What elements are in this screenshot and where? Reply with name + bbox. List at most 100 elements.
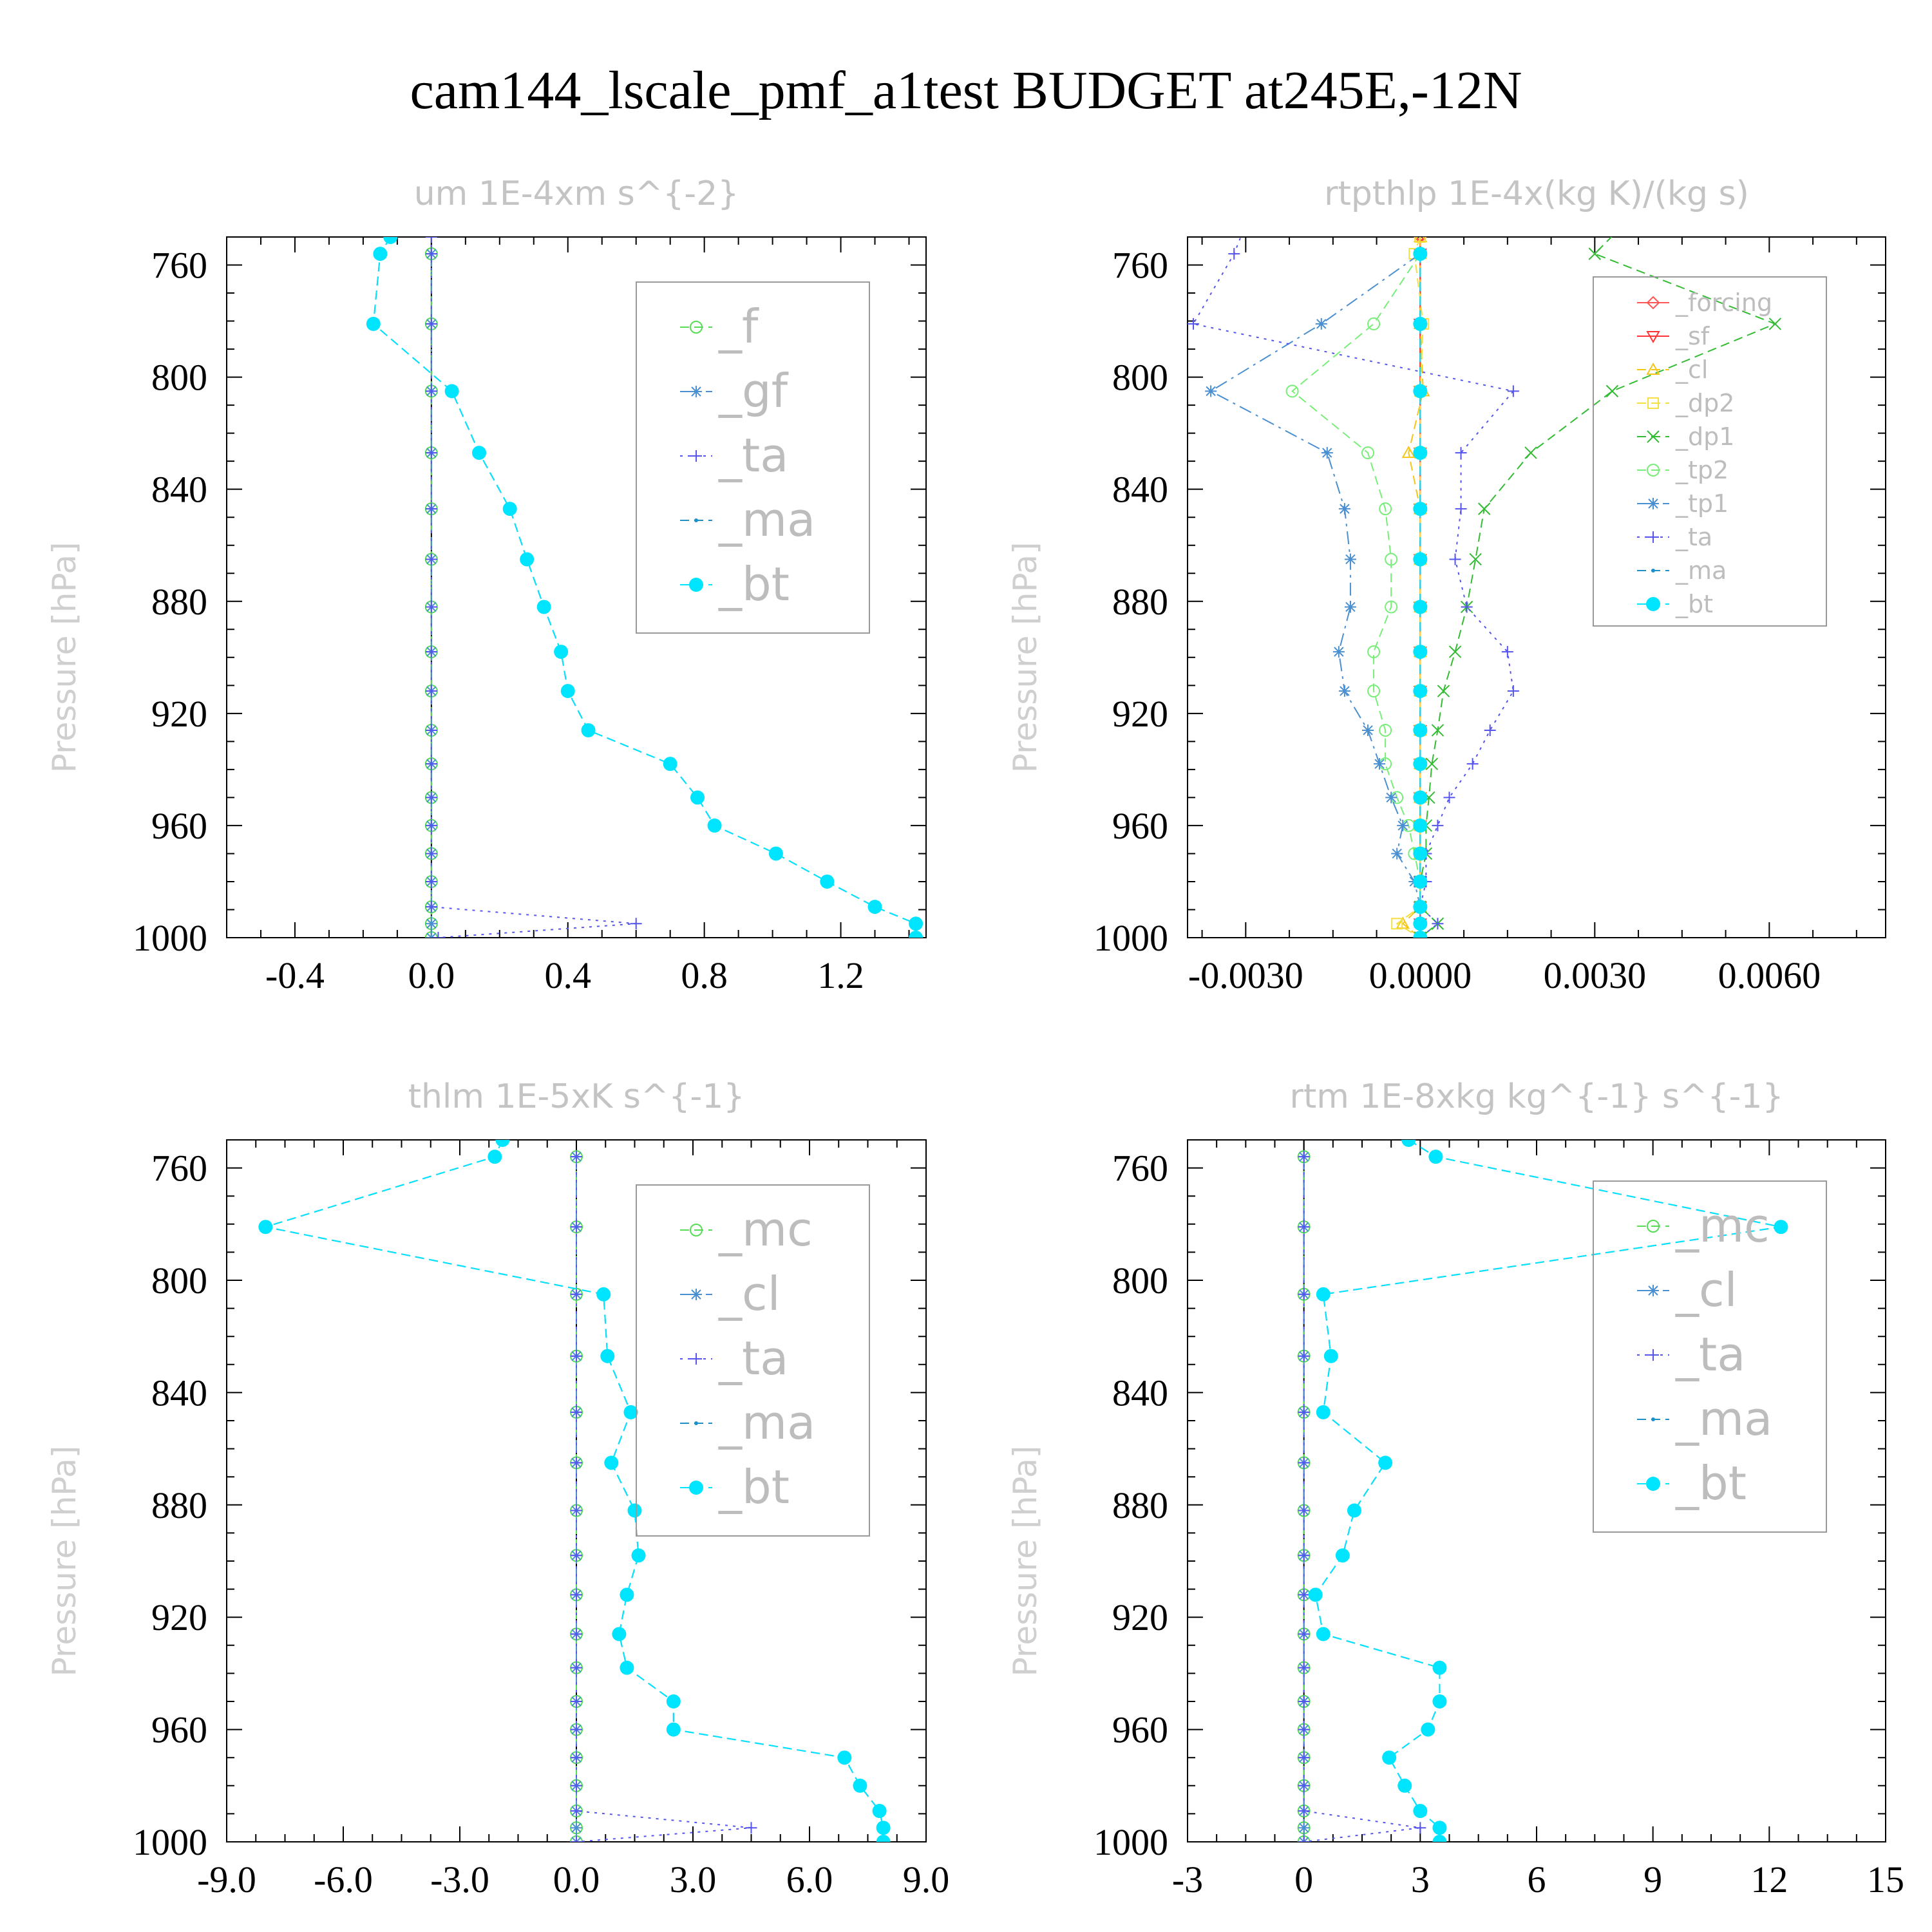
data-point-bt xyxy=(1316,1287,1331,1302)
data-point-bt xyxy=(604,1455,619,1470)
data-point-bt xyxy=(1413,790,1428,805)
data-point-bt xyxy=(581,723,596,737)
legend-marker xyxy=(1647,1285,1659,1296)
y-tick-label: 840 xyxy=(1112,469,1168,511)
data-point-ta xyxy=(425,685,437,697)
data-point-tp1 xyxy=(1338,503,1350,515)
data-point-bt xyxy=(623,1405,638,1419)
data-point-dp1 xyxy=(1469,553,1482,566)
legend-label: _ma xyxy=(718,1396,815,1450)
legend-label: _ta xyxy=(1675,523,1712,551)
data-point-bt xyxy=(1316,1627,1331,1642)
data-point-ta xyxy=(1461,601,1473,613)
legend-marker xyxy=(690,321,703,334)
series-group xyxy=(1188,237,1782,938)
data-point-dp1 xyxy=(1437,685,1450,697)
data-point-ta xyxy=(571,1779,582,1792)
data-point-tp2 xyxy=(1367,685,1381,698)
data-point-ta xyxy=(1298,1696,1310,1707)
x-tick-label: 6 xyxy=(1528,1859,1546,1900)
data-point-bt xyxy=(1428,1150,1443,1164)
legend-label: _tp2 xyxy=(1675,456,1728,484)
data-point-bt xyxy=(1432,1821,1447,1835)
data-point-dp1 xyxy=(1431,724,1444,737)
data-point-ta xyxy=(1432,918,1444,930)
data-point-bt xyxy=(1413,316,1428,331)
plot-frame xyxy=(226,236,927,938)
legend-marker xyxy=(694,1421,698,1425)
data-point-gf xyxy=(425,918,437,930)
legend-label: _cl xyxy=(718,1267,781,1321)
data-point-ta xyxy=(571,1723,582,1736)
y-axis-label: Pressure [hPa] xyxy=(46,542,83,773)
data-point-bt xyxy=(1401,1140,1416,1147)
data-point-bt xyxy=(1413,874,1428,889)
y-tick-label: 920 xyxy=(151,1596,207,1638)
data-point-ta xyxy=(571,1589,582,1601)
data-point-tp1 xyxy=(1374,758,1386,770)
legend-label: _f xyxy=(718,299,759,354)
y-axis-label: Pressure [hPa] xyxy=(46,1446,83,1677)
data-point-ta xyxy=(1298,1836,1310,1842)
x-tick-label: 3 xyxy=(1411,1859,1430,1900)
data-point-ta xyxy=(1298,1662,1310,1674)
data-point-ta xyxy=(425,848,437,860)
data-point-bt xyxy=(872,1804,887,1819)
panels: um 1E-4xm s^{-2} Pressure [hPa] 760 800 840 8… xyxy=(46,175,1904,1900)
data-point-bt xyxy=(867,900,882,914)
data-point-ta xyxy=(1455,503,1467,515)
panel-title: rtpthlp 1E-4x(kg K)/(kg s) xyxy=(1324,175,1749,213)
legend-label: _bt xyxy=(1675,1456,1747,1510)
y-tick-label: 800 xyxy=(151,357,207,399)
data-point-ta xyxy=(1298,1549,1310,1562)
x-tick-label: 6.0 xyxy=(786,1859,833,1900)
data-point-bt xyxy=(1413,931,1428,938)
data-point-tp1 xyxy=(1385,791,1397,804)
legend-marker xyxy=(1647,498,1659,509)
y-tick-label: 760 xyxy=(151,1148,207,1189)
y-tick-label: 840 xyxy=(151,1372,207,1414)
data-point-bt xyxy=(690,790,705,805)
legend: _mc _cl _ta _ma _bt xyxy=(636,1184,870,1537)
data-point-bt xyxy=(1413,684,1428,699)
legend-marker xyxy=(1647,531,1659,543)
data-point-ta xyxy=(571,1504,582,1517)
chart-panel-1: um 1E-4xm s^{-2} Pressure [hPa] 760 800 840 8… xyxy=(46,175,927,996)
data-point-tp1 xyxy=(1338,685,1350,697)
data-point-ta xyxy=(1414,1822,1426,1834)
data-point-bt xyxy=(1316,1405,1331,1419)
data-point-ta xyxy=(1298,1589,1310,1601)
legend-label: _mc xyxy=(1675,1198,1770,1253)
data-point-dp2 xyxy=(1391,918,1403,930)
data-point-bt xyxy=(1413,600,1428,614)
data-point-ta xyxy=(1298,1628,1310,1640)
data-point-bt xyxy=(1413,384,1428,399)
legend-marker xyxy=(1646,296,1660,310)
plot-frame xyxy=(1187,1139,1886,1842)
data-point-ta xyxy=(1466,758,1479,770)
data-point-ta xyxy=(425,646,437,658)
x-tick-label: 0.0 xyxy=(408,954,455,996)
legend-label: _ma xyxy=(718,493,815,547)
legend-label: _ta xyxy=(718,1331,788,1385)
data-point-ta xyxy=(425,503,437,515)
data-point-bt xyxy=(1432,1660,1447,1675)
legend: _forcing _sf _cl _dp2 _dp1 _tp2 _tp1 _ta _ma _bt xyxy=(1593,276,1827,627)
legend-marker xyxy=(690,1289,702,1300)
x-tick-label: -9.0 xyxy=(197,1859,256,1900)
data-point-bt xyxy=(502,502,517,516)
data-point-ta xyxy=(630,918,642,930)
legend-marker xyxy=(1646,1477,1660,1491)
legend-marker xyxy=(694,518,698,522)
legend-label: _dp1 xyxy=(1675,422,1734,451)
chart-panel-4: rtm 1E-8xkg kg^{-1} s^{-1} Pressure [hPa]… xyxy=(1007,1077,1904,1900)
chart-panel-3: thlm 1E-5xK s^{-1} Pressure [hPa] 760 800 84… xyxy=(46,1077,949,1900)
data-point-tp2 xyxy=(1285,384,1299,398)
data-point-tp2 xyxy=(1367,645,1381,659)
legend-label: _dp2 xyxy=(1675,389,1734,417)
legend-marker xyxy=(690,1353,702,1365)
data-point-bt xyxy=(666,1722,681,1737)
data-point-ta xyxy=(425,724,437,736)
data-point-bt xyxy=(1347,1503,1361,1518)
x-tick-label: 9.0 xyxy=(903,1859,950,1900)
